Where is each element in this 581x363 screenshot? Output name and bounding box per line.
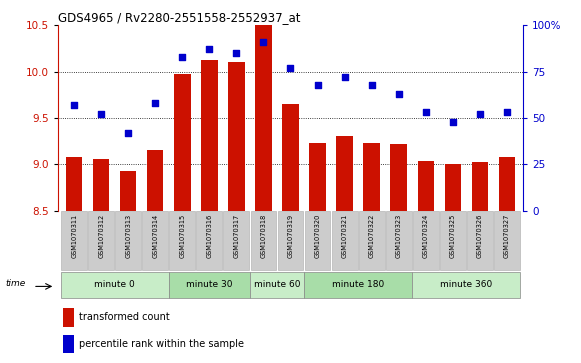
Bar <box>63 335 74 353</box>
Bar <box>116 211 141 270</box>
Bar <box>494 211 519 270</box>
Text: GSM1070327: GSM1070327 <box>504 213 510 258</box>
Bar <box>418 162 434 211</box>
Text: GSM1070322: GSM1070322 <box>368 213 375 258</box>
Bar <box>467 211 493 270</box>
Text: GSM1070321: GSM1070321 <box>342 213 347 258</box>
Bar <box>282 104 299 211</box>
Bar <box>250 211 277 270</box>
Point <box>475 111 485 117</box>
Bar <box>304 211 331 270</box>
Text: minute 180: minute 180 <box>332 281 384 289</box>
Bar <box>66 157 83 211</box>
Bar <box>196 211 223 270</box>
Bar <box>147 150 163 211</box>
Bar <box>62 211 87 270</box>
Bar <box>310 143 325 211</box>
Bar <box>304 272 412 298</box>
Point <box>259 39 268 45</box>
Text: GSM1070313: GSM1070313 <box>125 213 131 258</box>
Text: GSM1070312: GSM1070312 <box>98 213 105 258</box>
Bar <box>224 211 249 270</box>
Bar <box>63 308 74 327</box>
Text: GSM1070314: GSM1070314 <box>152 213 159 258</box>
Text: GSM1070315: GSM1070315 <box>180 213 185 258</box>
Point <box>70 102 79 108</box>
Bar <box>120 171 137 211</box>
Text: GSM1070324: GSM1070324 <box>422 213 429 258</box>
Point <box>205 46 214 52</box>
Point <box>96 111 106 117</box>
Bar <box>256 25 271 211</box>
Bar <box>364 143 379 211</box>
Point <box>448 119 457 125</box>
Point <box>367 82 376 87</box>
Bar <box>412 272 520 298</box>
Point <box>232 50 241 56</box>
Bar <box>61 272 169 298</box>
Point <box>502 110 511 115</box>
Text: minute 0: minute 0 <box>95 281 135 289</box>
Text: GSM1070319: GSM1070319 <box>288 213 293 258</box>
Point <box>313 82 322 87</box>
Text: GSM1070325: GSM1070325 <box>450 213 456 258</box>
Point <box>150 100 160 106</box>
Bar <box>174 74 191 211</box>
Text: GSM1070320: GSM1070320 <box>314 213 321 258</box>
Bar <box>498 157 515 211</box>
Point <box>124 130 133 136</box>
Bar <box>444 164 461 211</box>
Bar <box>336 136 353 211</box>
Bar <box>228 62 245 211</box>
Bar <box>202 60 217 211</box>
Text: transformed count: transformed count <box>79 312 170 322</box>
Text: minute 360: minute 360 <box>440 281 492 289</box>
Bar <box>88 211 114 270</box>
Bar <box>169 272 250 298</box>
Text: time: time <box>6 279 26 288</box>
Text: GSM1070326: GSM1070326 <box>476 213 483 258</box>
Bar <box>386 211 411 270</box>
Text: GDS4965 / Rv2280-2551558-2552937_at: GDS4965 / Rv2280-2551558-2552937_at <box>58 11 300 24</box>
Point <box>286 65 295 71</box>
Point <box>340 74 349 80</box>
Text: GSM1070311: GSM1070311 <box>71 213 77 258</box>
Bar <box>472 162 488 211</box>
Bar <box>93 159 109 211</box>
Text: GSM1070317: GSM1070317 <box>234 213 239 258</box>
Point <box>421 110 431 115</box>
Text: GSM1070323: GSM1070323 <box>396 213 401 258</box>
Text: minute 60: minute 60 <box>254 281 300 289</box>
Bar <box>142 211 168 270</box>
Text: percentile rank within the sample: percentile rank within the sample <box>79 339 244 348</box>
Bar <box>278 211 303 270</box>
Bar <box>332 211 357 270</box>
Bar <box>170 211 195 270</box>
Point <box>178 54 187 60</box>
Text: minute 30: minute 30 <box>186 281 232 289</box>
Bar <box>250 272 304 298</box>
Bar <box>390 144 407 211</box>
Bar <box>440 211 465 270</box>
Bar <box>358 211 385 270</box>
Text: GSM1070318: GSM1070318 <box>260 213 267 258</box>
Point <box>394 91 403 97</box>
Bar <box>413 211 439 270</box>
Text: GSM1070316: GSM1070316 <box>206 213 213 258</box>
